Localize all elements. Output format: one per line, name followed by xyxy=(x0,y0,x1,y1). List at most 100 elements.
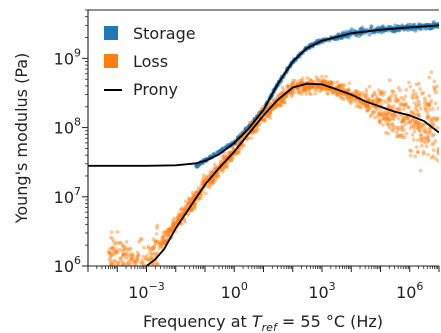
loss-point xyxy=(396,116,401,121)
loss-point xyxy=(220,165,225,170)
loss-point xyxy=(409,124,414,128)
loss-point xyxy=(227,158,232,163)
loss-point xyxy=(372,99,376,104)
loss-point xyxy=(433,139,438,143)
loss-point xyxy=(321,80,326,84)
loss-point xyxy=(216,174,221,179)
loss-point xyxy=(398,107,403,112)
loss-point xyxy=(115,249,119,254)
loss-point xyxy=(410,133,415,137)
loss-point xyxy=(123,246,127,251)
loss-point xyxy=(377,110,382,115)
loss-point xyxy=(125,247,130,252)
loss-point xyxy=(231,146,236,151)
loss-point xyxy=(223,164,228,169)
loss-point xyxy=(395,98,399,103)
loss-point xyxy=(278,103,283,108)
loss-point xyxy=(181,210,186,215)
loss-point xyxy=(320,88,324,92)
loss-point xyxy=(357,93,361,97)
y-tick-label: 108 xyxy=(54,116,81,138)
loss-point xyxy=(385,122,390,127)
loss-point xyxy=(119,259,123,264)
legend-swatch-loss xyxy=(104,54,118,68)
loss-point xyxy=(262,119,267,124)
loss-point xyxy=(162,240,166,244)
loss-point xyxy=(112,249,116,254)
loss-point xyxy=(171,224,175,229)
loss-point xyxy=(303,84,307,89)
loss-point xyxy=(197,196,202,201)
loss-point xyxy=(372,110,377,115)
loss-point xyxy=(423,104,427,109)
loss-point xyxy=(391,116,395,121)
loss-point xyxy=(394,134,399,139)
loss-point xyxy=(412,101,417,105)
loss-point xyxy=(363,102,368,107)
loss-point xyxy=(367,107,372,111)
loss-point xyxy=(266,111,271,116)
loss-point xyxy=(134,260,139,265)
loss-point xyxy=(421,139,426,144)
loss-point xyxy=(156,240,161,245)
loss-point xyxy=(110,262,114,266)
loss-point xyxy=(146,257,151,262)
loss-point xyxy=(182,207,186,212)
loss-point xyxy=(274,102,279,107)
loss-point xyxy=(361,101,365,105)
loss-point xyxy=(344,88,349,92)
loss-point xyxy=(377,111,381,116)
loss-point xyxy=(284,94,289,98)
loss-point xyxy=(124,252,129,257)
loss-point xyxy=(307,84,312,88)
loss-point xyxy=(225,164,230,169)
loss-point xyxy=(355,89,359,94)
loss-point xyxy=(367,104,371,108)
loss-point xyxy=(405,115,409,120)
loss-point xyxy=(111,246,115,251)
loss-point xyxy=(323,79,327,84)
loss-point xyxy=(378,113,383,118)
loss-point xyxy=(416,113,421,118)
loss-point xyxy=(411,137,416,142)
loss-point xyxy=(116,261,120,266)
loss-point xyxy=(140,260,145,265)
loss-point xyxy=(389,114,394,118)
loss-point xyxy=(113,259,118,263)
loss-point xyxy=(399,95,404,100)
storage-point xyxy=(349,27,354,31)
loss-point xyxy=(268,110,273,115)
loss-point xyxy=(213,177,218,182)
loss-point xyxy=(167,227,171,231)
loss-point xyxy=(114,249,119,254)
loss-point xyxy=(236,150,240,155)
loss-point xyxy=(317,84,321,89)
loss-point xyxy=(397,133,401,138)
loss-point xyxy=(434,90,438,95)
loss-point xyxy=(220,167,225,172)
loss-point xyxy=(416,99,420,103)
loss-point xyxy=(360,90,365,95)
loss-point xyxy=(388,111,393,116)
loss-point xyxy=(360,101,365,105)
loss-point xyxy=(332,88,337,93)
loss-point xyxy=(402,103,406,107)
loss-point xyxy=(340,96,345,101)
loss-point xyxy=(304,87,308,91)
loss-point xyxy=(141,254,146,259)
loss-point xyxy=(186,212,191,217)
loss-point xyxy=(417,120,422,125)
loss-point xyxy=(153,239,158,244)
loss-point xyxy=(398,104,403,108)
loss-point xyxy=(364,104,369,109)
loss-point xyxy=(423,140,428,145)
loss-point xyxy=(371,98,375,103)
loss-point xyxy=(408,126,413,131)
loss-point xyxy=(385,101,390,105)
loss-point xyxy=(416,126,420,131)
loss-point xyxy=(145,253,150,258)
loss-point xyxy=(339,94,344,99)
loss-point xyxy=(168,227,173,232)
loss-point xyxy=(436,149,439,154)
loss-point xyxy=(390,121,395,126)
